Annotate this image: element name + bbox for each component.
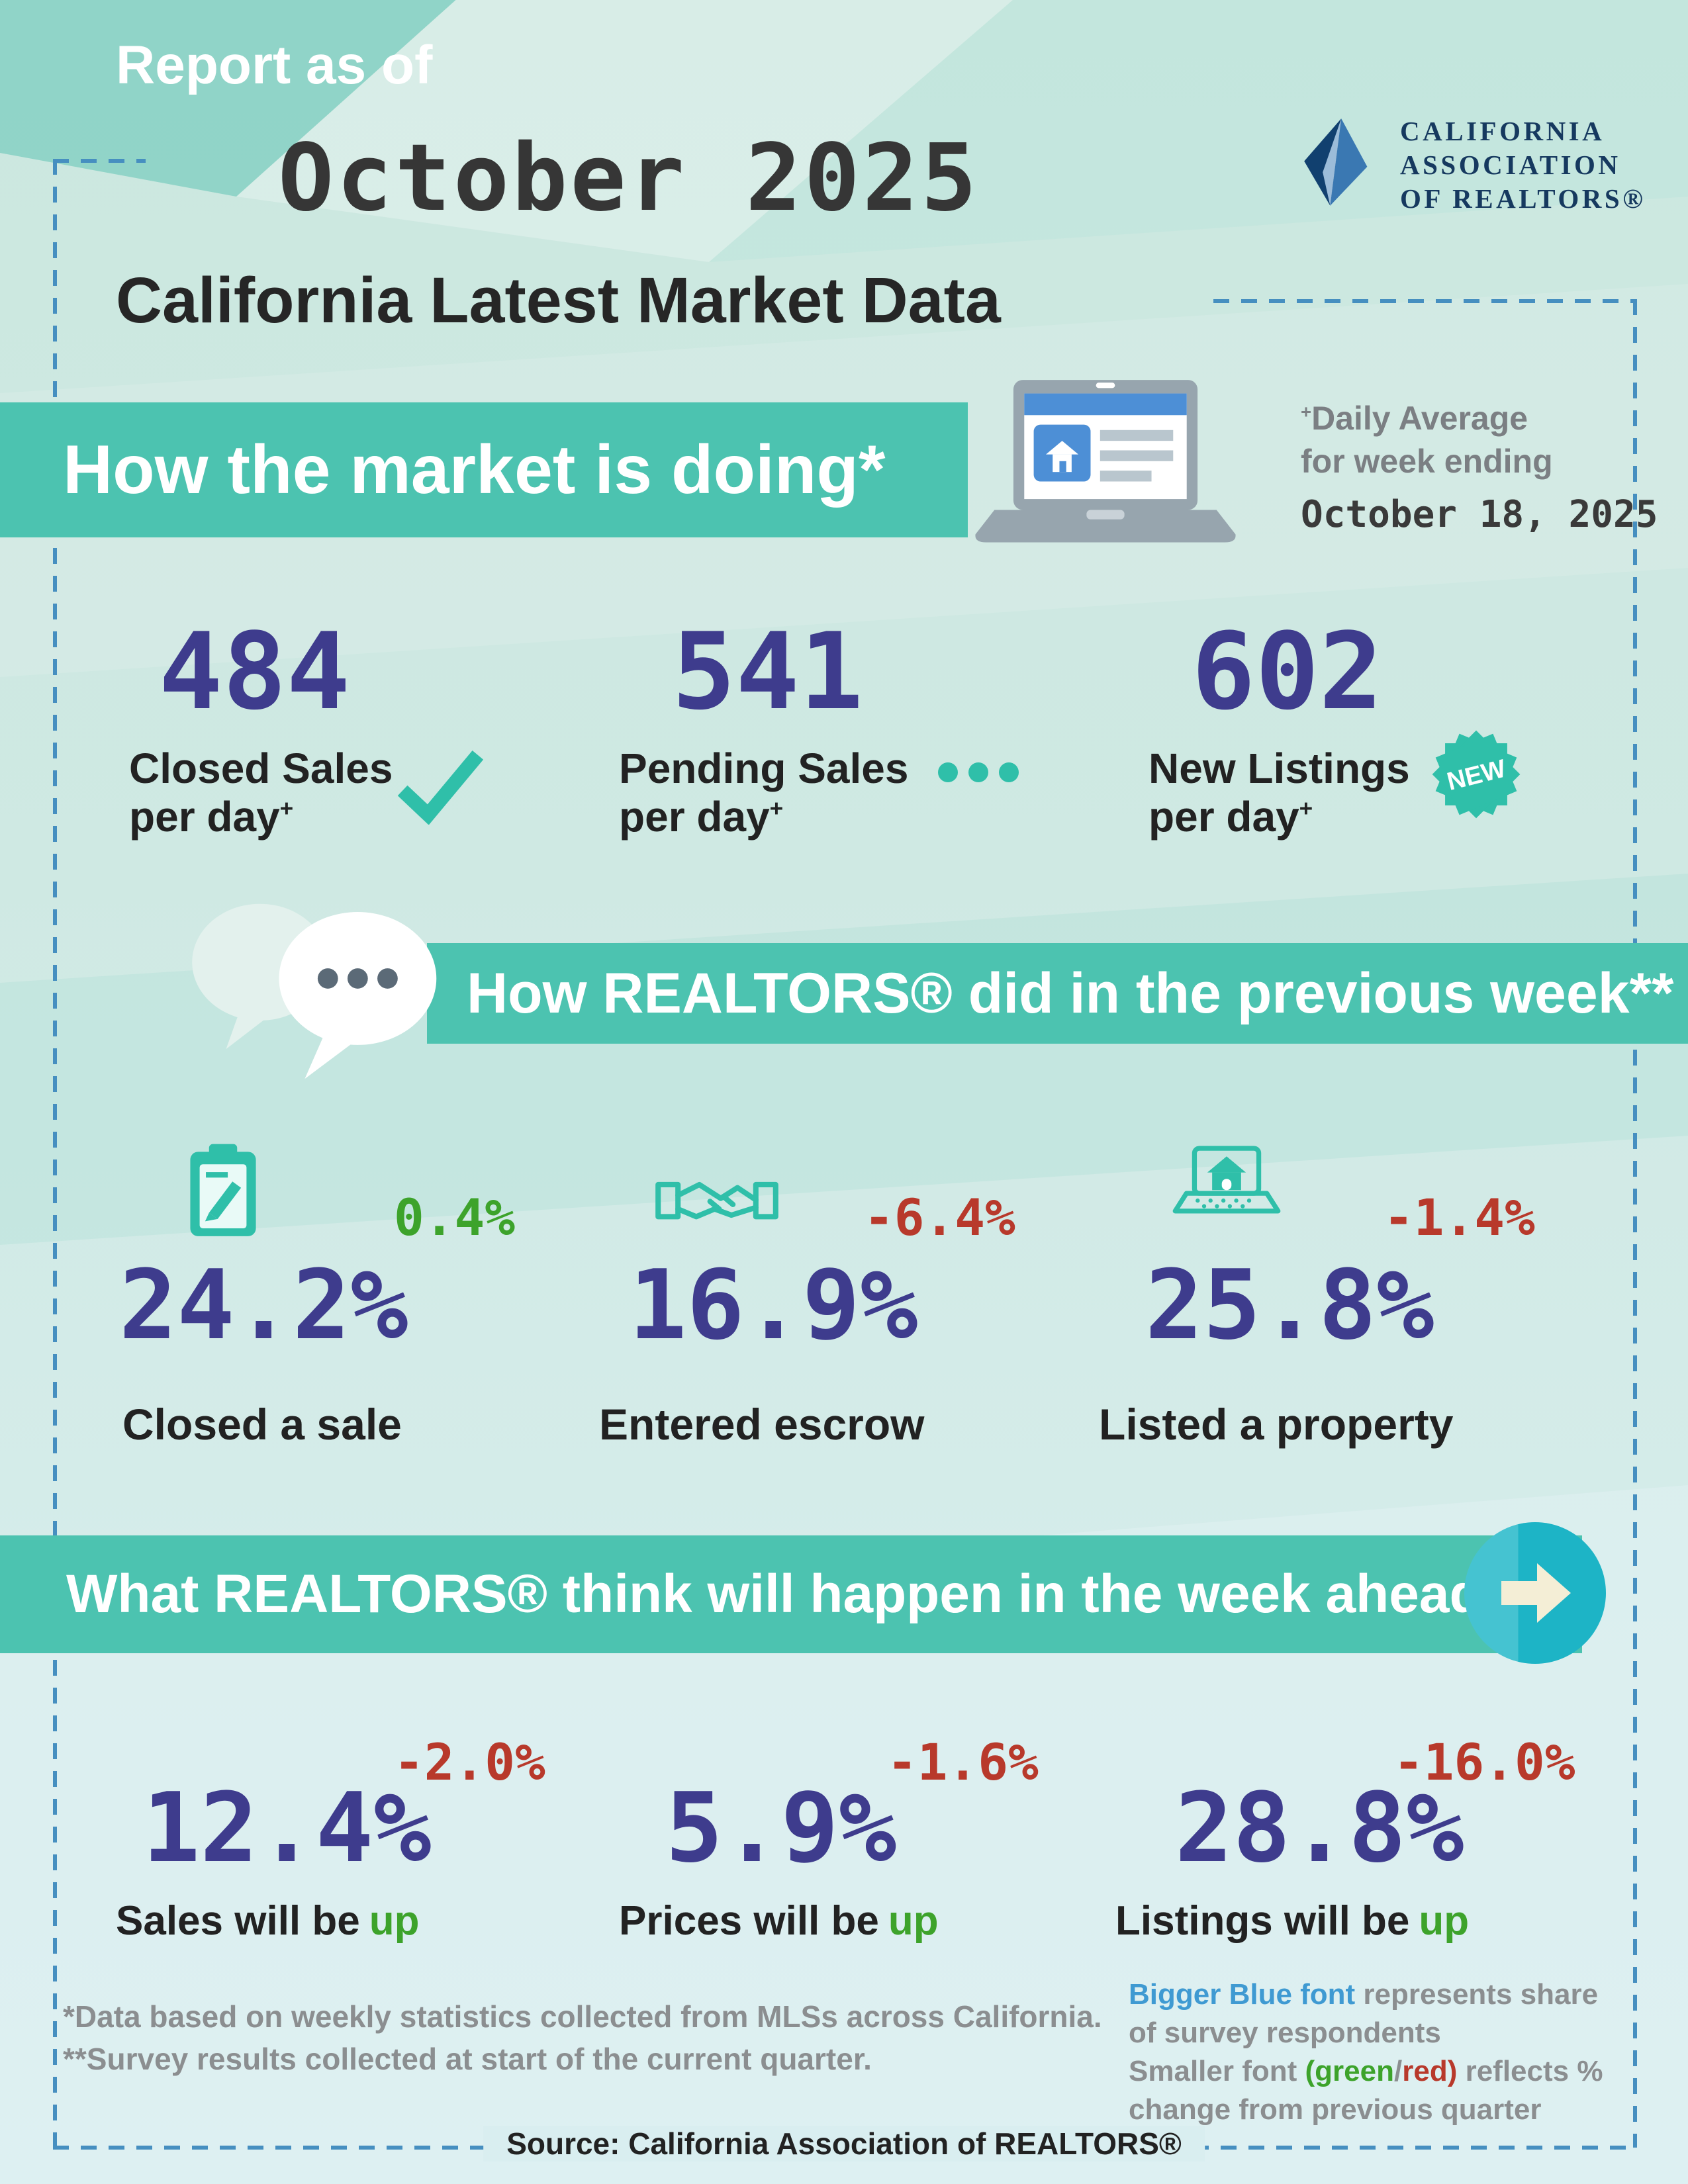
- arrow-right-icon: [1464, 1522, 1606, 1664]
- prices-ahead-label: Prices will be up: [619, 1898, 939, 1944]
- prices-ahead-change: -1.6%: [887, 1733, 1039, 1792]
- new-listings-value: 602: [1192, 610, 1383, 733]
- pending-sales-value: 541: [672, 610, 863, 733]
- speech-bubbles-icon: [185, 880, 457, 1109]
- legend-line-1: Bigger Blue font represents share of sur…: [1129, 1978, 1599, 2050]
- dashed-border-left: [53, 159, 57, 2148]
- checkmark-icon: [394, 747, 487, 828]
- banner-week-ahead: What REALTORS® think will happen in the …: [0, 1535, 1582, 1653]
- prices-ahead-value: 5.9%: [665, 1772, 897, 1884]
- source-note: Source: California Association of REALTO…: [483, 2126, 1205, 2161]
- closed-sale-label: Closed a sale: [122, 1400, 402, 1449]
- entered-escrow-value: 16.9%: [629, 1250, 918, 1361]
- sales-ahead-label: Sales will be up: [116, 1898, 420, 1944]
- daily-average-line1: +Daily Average: [1301, 400, 1528, 437]
- listings-ahead-value: 28.8%: [1175, 1772, 1464, 1884]
- report-as-of-label: Report as of: [116, 35, 433, 95]
- dashed-border-right: [1633, 299, 1637, 2148]
- ellipsis-icon: [937, 761, 1023, 787]
- closed-sale-change: 0.4%: [394, 1188, 516, 1247]
- sales-ahead-value: 12.4%: [142, 1772, 432, 1884]
- new-listings-label: New Listings per day+: [1149, 745, 1410, 841]
- laptop-house-icon: [1170, 1145, 1283, 1229]
- listed-property-value: 25.8%: [1145, 1250, 1434, 1361]
- car-logo-line1: CALIFORNIA: [1400, 115, 1605, 146]
- week-ending-date: October 18, 2025: [1301, 493, 1658, 536]
- banner-how-market-is-doing: How the market is doing*: [0, 402, 968, 537]
- pending-sales-label: Pending Sales per day+: [619, 745, 909, 841]
- entered-escrow-change: -6.4%: [864, 1188, 1015, 1247]
- entered-escrow-label: Entered escrow: [599, 1400, 925, 1449]
- page-subtitle: California Latest Market Data: [116, 264, 1001, 336]
- page-title: October 2025: [278, 124, 980, 232]
- car-logo-mark-icon: [1288, 114, 1380, 216]
- car-logo-line2: ASSOCIATION: [1400, 149, 1621, 180]
- banner-previous-week: How REALTORS® did in the previous week**: [427, 943, 1688, 1044]
- footnote-1: *Data based on weekly statistics collect…: [63, 1999, 1102, 2034]
- clipboard-icon: [184, 1142, 262, 1244]
- closed-sales-value: 484: [159, 610, 350, 733]
- legend-line-2: Smaller font (green/red) reflects % chan…: [1129, 2055, 1603, 2126]
- daily-average-line2: for week ending: [1301, 443, 1553, 480]
- new-badge-icon: NEW: [1423, 721, 1529, 831]
- closed-sale-value: 24.2%: [119, 1250, 408, 1361]
- listings-ahead-label: Listings will be up: [1115, 1898, 1470, 1944]
- closed-sales-label: Closed Sales per day+: [129, 745, 393, 841]
- daily-average-note: +Daily Average for week ending: [1301, 397, 1553, 483]
- footnote-2: **Survey results collected at start of t…: [63, 2042, 872, 2077]
- footnotes: *Data based on weekly statistics collect…: [63, 1995, 1102, 2081]
- car-logo: CALIFORNIA ASSOCIATION OF REALTORS®: [1288, 114, 1646, 216]
- car-logo-line3: OF REALTORS®: [1400, 183, 1646, 214]
- listed-property-label: Listed a property: [1099, 1400, 1454, 1449]
- laptop-icon: [970, 377, 1241, 559]
- dashed-border-top-left: [53, 159, 146, 163]
- car-logo-text: CALIFORNIA ASSOCIATION OF REALTORS®: [1400, 114, 1646, 216]
- dashed-border-top-right: [1213, 299, 1637, 303]
- handshake-icon: [652, 1161, 782, 1242]
- listed-property-change: -1.4%: [1383, 1188, 1535, 1247]
- legend: Bigger Blue font represents share of sur…: [1129, 1976, 1625, 2129]
